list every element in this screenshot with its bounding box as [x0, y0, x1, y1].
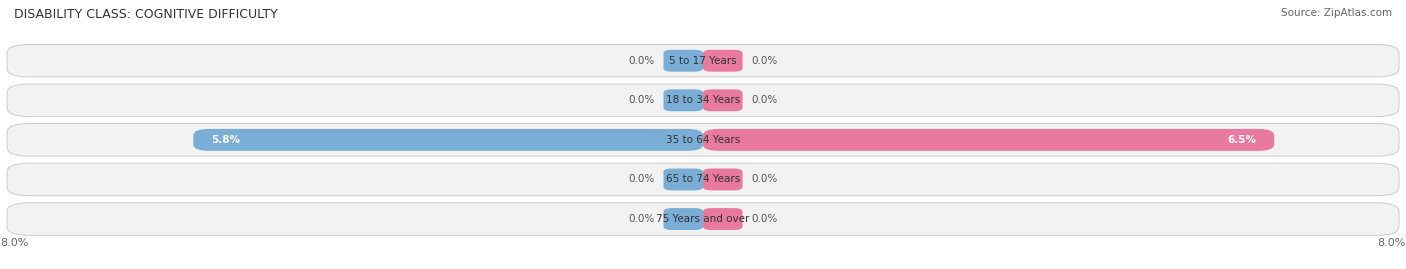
FancyBboxPatch shape [7, 44, 1399, 77]
FancyBboxPatch shape [703, 50, 742, 72]
Text: 5.8%: 5.8% [211, 135, 240, 145]
FancyBboxPatch shape [7, 124, 1399, 156]
Text: 18 to 34 Years: 18 to 34 Years [666, 95, 740, 105]
FancyBboxPatch shape [664, 89, 703, 111]
Text: 5 to 17 Years: 5 to 17 Years [669, 56, 737, 66]
Text: 65 to 74 Years: 65 to 74 Years [666, 175, 740, 185]
Text: DISABILITY CLASS: COGNITIVE DIFFICULTY: DISABILITY CLASS: COGNITIVE DIFFICULTY [14, 8, 278, 21]
FancyBboxPatch shape [703, 89, 742, 111]
Text: 35 to 64 Years: 35 to 64 Years [666, 135, 740, 145]
Text: 0.0%: 0.0% [628, 95, 655, 105]
Text: 8.0%: 8.0% [1378, 239, 1406, 249]
Text: 8.0%: 8.0% [0, 239, 28, 249]
Text: 75 Years and over: 75 Years and over [657, 214, 749, 224]
FancyBboxPatch shape [7, 84, 1399, 116]
FancyBboxPatch shape [194, 129, 703, 151]
FancyBboxPatch shape [703, 208, 742, 230]
Text: 0.0%: 0.0% [751, 95, 778, 105]
FancyBboxPatch shape [7, 163, 1399, 196]
FancyBboxPatch shape [664, 208, 703, 230]
FancyBboxPatch shape [664, 168, 703, 190]
FancyBboxPatch shape [703, 129, 1274, 151]
FancyBboxPatch shape [7, 203, 1399, 235]
FancyBboxPatch shape [664, 50, 703, 72]
Text: 6.5%: 6.5% [1227, 135, 1257, 145]
Text: 0.0%: 0.0% [628, 214, 655, 224]
Text: 0.0%: 0.0% [628, 175, 655, 185]
Legend: Male, Female: Male, Female [641, 266, 765, 269]
Text: 0.0%: 0.0% [751, 56, 778, 66]
Text: 0.0%: 0.0% [751, 214, 778, 224]
Text: 0.0%: 0.0% [751, 175, 778, 185]
FancyBboxPatch shape [703, 168, 742, 190]
Text: 0.0%: 0.0% [628, 56, 655, 66]
Text: Source: ZipAtlas.com: Source: ZipAtlas.com [1281, 8, 1392, 18]
